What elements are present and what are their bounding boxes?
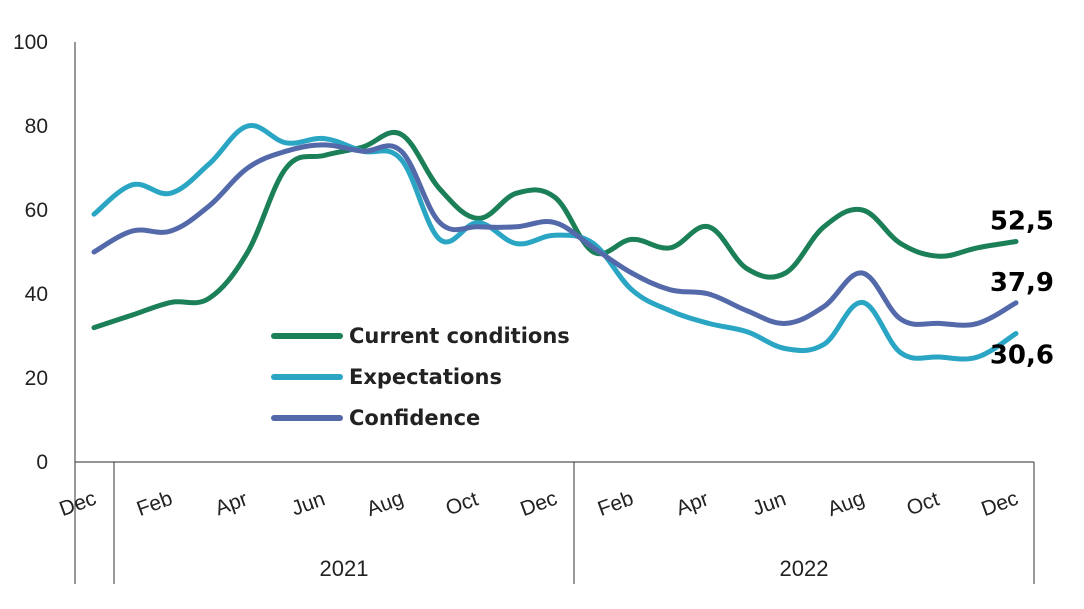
year-label: 2022 [780,556,829,581]
x-tick-label: Dec [517,487,560,521]
legend: Current conditions Expectations Confidence [271,324,570,430]
series-line-current-conditions [91,130,1019,331]
y-tick-label: 100 [13,31,48,54]
x-tick-label: Dec [978,487,1021,521]
end-value-label: 37,9 [990,268,1054,298]
year-label: 2021 [320,556,369,581]
x-tick-label: Aug [364,487,407,521]
legend-entry: Expectations [349,365,502,389]
x-tick-label: Aug [825,487,868,521]
x-tick-label: Apr [212,487,251,520]
x-tick-label: Apr [673,487,712,520]
x-tick-label: Jun [749,487,789,520]
x-tick-label: Feb [134,487,176,521]
y-tick-label: 40 [25,283,48,306]
legend-entry: Current conditions [349,324,570,348]
y-tick-labels: 0 20 40 60 80 100 [13,31,48,474]
y-tick-label: 20 [25,367,48,390]
y-tick-label: 0 [36,451,48,474]
year-group-labels: 2021 2022 [320,556,829,581]
x-tick-label: Feb [595,487,637,521]
end-value-label: 30,6 [990,340,1054,370]
series-line-expectations [91,123,1019,362]
axes [74,42,1035,584]
series-lines [91,123,1019,362]
end-value-labels: 52,5 30,6 37,9 [990,207,1054,371]
legend-entry: Confidence [349,406,480,430]
x-tick-label: Jun [288,487,328,520]
y-tick-label: 60 [25,199,48,222]
series-line-confidence [91,142,1019,328]
x-tick-labels: Dec Feb Apr Jun Aug Oct Dec Feb Apr Jun Aug Oct Dec [56,487,1021,521]
x-tick-label: Oct [904,487,943,520]
x-tick-label: Oct [443,487,482,520]
x-tick-label: Dec [56,487,99,521]
y-tick-label: 80 [25,115,48,138]
end-value-label: 52,5 [990,207,1054,237]
